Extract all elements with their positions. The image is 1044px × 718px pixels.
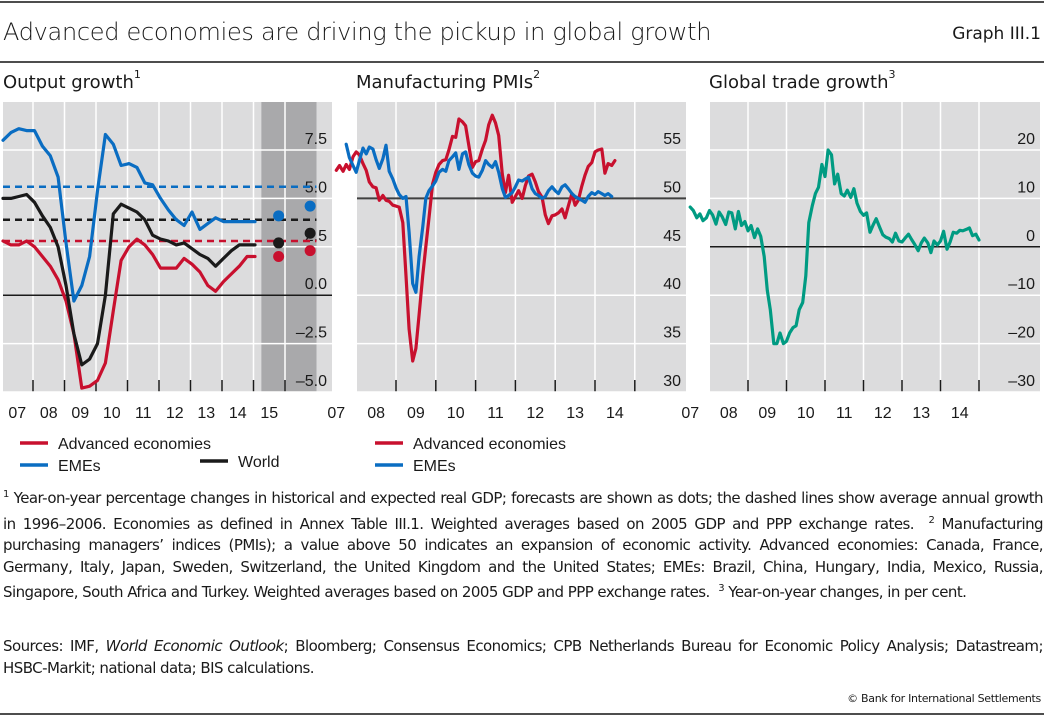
y-tick-label: 40 xyxy=(663,276,681,293)
x-tick-label: 14 xyxy=(951,405,969,422)
y-tick-label: 20 xyxy=(1017,131,1035,148)
series-line-emes xyxy=(344,142,614,294)
forecast-dot-advanced-economies xyxy=(273,250,285,262)
x-tick-label: 09 xyxy=(758,405,776,422)
forecast-dot-world xyxy=(304,227,316,239)
sources-rest: ; Bloomberg; Consensus Economics; CPB Ne… xyxy=(3,637,1044,677)
panel-title-text: Output growth xyxy=(3,72,134,93)
forecast-dot-advanced-economies xyxy=(304,245,316,257)
page-title: Advanced economies are driving the picku… xyxy=(3,18,712,46)
series-line-emes xyxy=(1,127,257,303)
x-tick-label: 09 xyxy=(407,405,425,422)
series-line-world xyxy=(1,192,257,367)
y-tick-label: 30 xyxy=(663,373,681,390)
legend-label: World xyxy=(238,454,280,471)
series-line-global-trade-growth xyxy=(688,148,981,346)
x-tick-label: 07 xyxy=(681,405,699,422)
x-tick-label: 09 xyxy=(71,405,89,422)
x-tick-label: 13 xyxy=(197,405,215,422)
footnote-2: Manufacturing purchasing managers’ indic… xyxy=(3,514,1044,602)
y-tick-label: 10 xyxy=(1017,179,1035,196)
series-line-advanced-economies xyxy=(1,237,257,390)
x-tick-label: 08 xyxy=(720,405,738,422)
x-tick-label: 10 xyxy=(103,405,121,422)
sources: Sources: IMF, World Economic Outlook; Bl… xyxy=(3,636,1044,679)
x-tick-label: 10 xyxy=(797,405,815,422)
x-tick-label: 11 xyxy=(135,405,152,422)
sources-italic: World Economic Outlook xyxy=(105,637,285,655)
legend-label: EMEs xyxy=(58,458,101,475)
forecast-dot-emes xyxy=(304,200,316,212)
y-tick-label: 0 xyxy=(1026,228,1035,245)
y-tick-label: –10 xyxy=(1008,276,1035,293)
legend-label: Advanced economies xyxy=(58,436,211,453)
y-tick-label: 50 xyxy=(663,179,681,196)
y-tick-label: –20 xyxy=(1008,325,1035,342)
pmi-chart: 55 50 45 40 35 30 07 08 09 10 11 12 13 14 Advanced eco… xyxy=(327,102,686,475)
footnote-mark-3: 3 xyxy=(718,583,725,594)
footnotes: 1 Year-on-year percentage changes in his… xyxy=(3,484,1044,604)
y-tick-label: –2.5 xyxy=(296,325,327,342)
y-tick-label: 45 xyxy=(663,228,681,245)
footnote-marker: 3 xyxy=(888,68,896,81)
footnote-1: Year-on-year percentage changes in histo… xyxy=(3,489,1044,533)
y-tick-label: –5.0 xyxy=(296,373,327,390)
series-line-advanced-economies xyxy=(334,113,617,363)
header-rule xyxy=(0,61,1044,63)
footnote-3: Year-on-year changes, in per cent. xyxy=(728,583,967,601)
output-growth-chart: 7.55.02.50.0–2.5–5.007 08 09 10 11 12 13 14 15Ad… xyxy=(1,102,332,475)
panel-title-output: Output growth1 xyxy=(3,68,141,93)
panel-title-trade: Global trade growth3 xyxy=(709,68,895,93)
forecast-dot-world xyxy=(273,237,285,249)
x-tick-label: 11 xyxy=(487,405,504,422)
forecast-dot-emes xyxy=(273,210,285,222)
footnote-mark-2: 2 xyxy=(928,514,935,526)
x-tick-label: 13 xyxy=(912,405,930,422)
graph-id: Graph III.1 xyxy=(952,24,1041,44)
x-tick-label: 14 xyxy=(229,405,247,422)
x-tick-label: 08 xyxy=(367,405,385,422)
legend-label: EMEs xyxy=(413,458,456,475)
x-tick-label: 15 xyxy=(260,405,278,422)
panel-title-pmi: Manufacturing PMIs2 xyxy=(356,68,540,93)
y-tick-label: 55 xyxy=(663,131,681,148)
panel-title-text: Global trade growth xyxy=(709,72,889,93)
sources-prefix: Sources: IMF, xyxy=(3,637,99,655)
x-tick-label: 12 xyxy=(874,405,892,422)
x-tick-label: 07 xyxy=(327,405,345,422)
x-tick-label: 12 xyxy=(166,405,184,422)
footnote-mark-1: 1 xyxy=(3,489,9,500)
y-tick-label: 0.0 xyxy=(305,276,327,293)
y-tick-label: 7.5 xyxy=(305,131,327,148)
copyright: © Bank for International Settlements xyxy=(847,692,1041,705)
panel-title-text: Manufacturing PMIs xyxy=(356,72,534,93)
footnote-marker: 1 xyxy=(133,68,141,81)
x-tick-label: 07 xyxy=(8,405,26,422)
footnote-marker: 2 xyxy=(533,68,541,81)
legend-label: Advanced economies xyxy=(413,436,566,453)
x-tick-label: 14 xyxy=(606,405,624,422)
y-tick-label: –30 xyxy=(1008,373,1035,390)
x-tick-label: 10 xyxy=(447,405,465,422)
y-tick-label: 35 xyxy=(663,325,681,342)
bottom-rule xyxy=(0,713,1044,715)
top-rule xyxy=(0,1,1044,3)
x-tick-label: 12 xyxy=(526,405,544,422)
x-tick-label: 13 xyxy=(566,405,584,422)
trade-growth-chart: 20 10 0 –10 –20 –30 07 08 09 10 11 12 13 14 xyxy=(681,102,1040,422)
x-tick-label: 08 xyxy=(40,405,58,422)
x-tick-label: 11 xyxy=(836,405,853,422)
